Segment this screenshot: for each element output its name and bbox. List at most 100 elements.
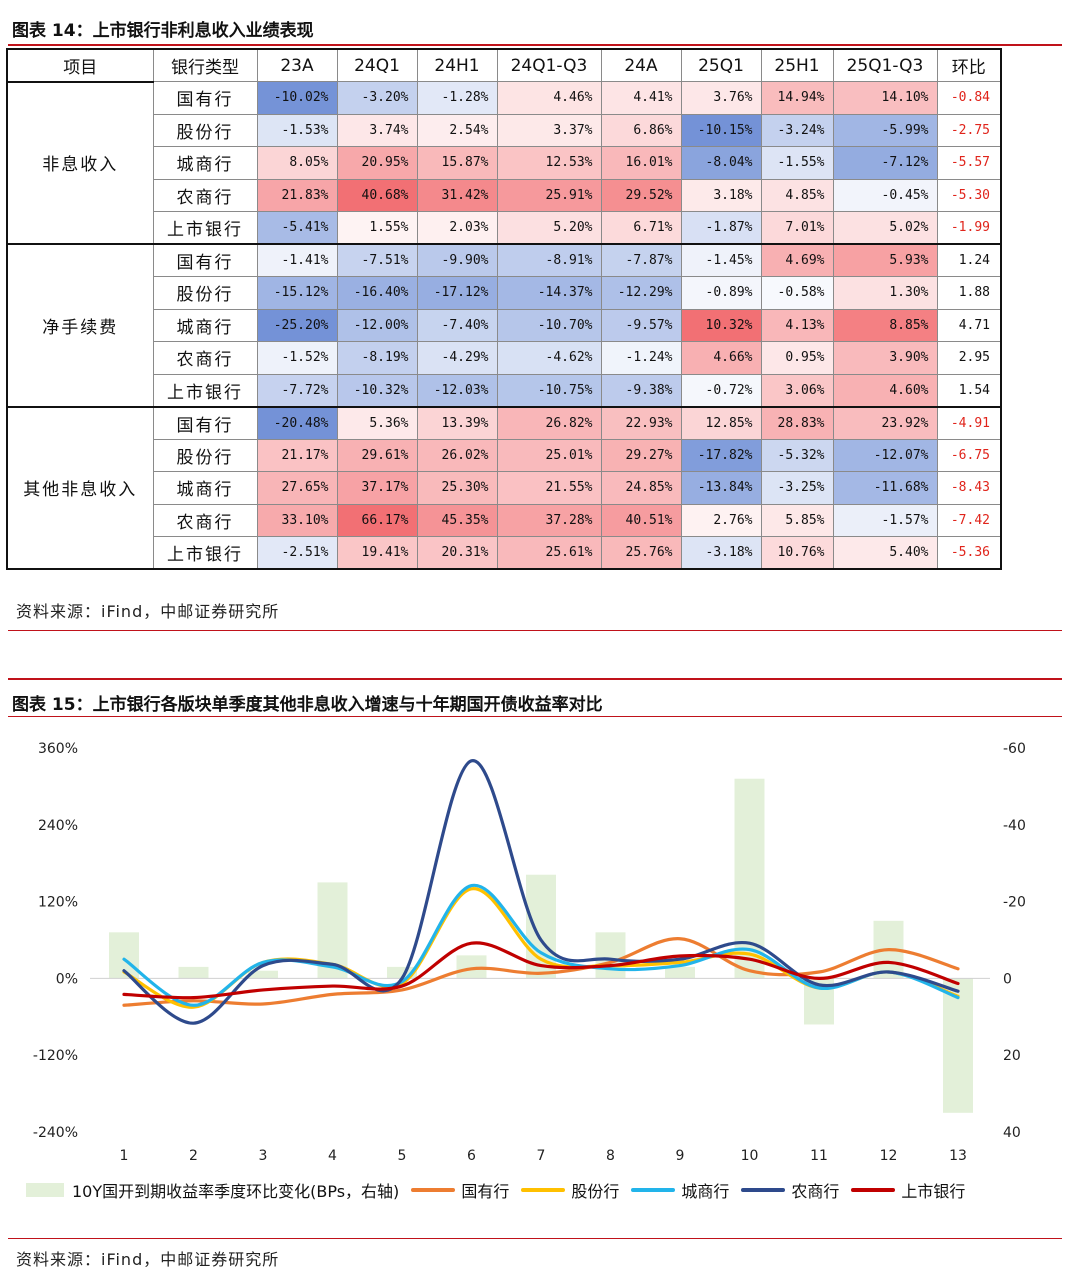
bank-type-cell: 上市银行 [152, 536, 258, 570]
value-cell: -11.68% [832, 471, 938, 505]
figure-15-source: 资料来源：iFind，中邮证券研究所 [16, 1250, 280, 1269]
bank-type-cell: 股份行 [152, 276, 258, 310]
value-cell: 29.52% [600, 178, 682, 212]
value-cell: 40.51% [600, 503, 682, 537]
qoq-cell: -8.43 [936, 471, 1002, 505]
x-tick-label: 9 [676, 1148, 685, 1164]
value-cell: 20.31% [416, 536, 498, 570]
value-cell: -0.58% [760, 276, 834, 310]
legend-swatch-shangshi [851, 1188, 896, 1192]
yield-bar-13 [943, 978, 973, 1113]
bank-type-cell: 城商行 [152, 308, 258, 342]
header-cell-2: 23A [256, 48, 338, 82]
legend-swatch-nongshang [741, 1188, 786, 1192]
value-cell: -7.40% [416, 308, 498, 342]
value-cell: 5.85% [760, 503, 834, 537]
table-row: 城商行 -25.20% -12.00% -7.40% -10.70% -9.57% 10.3… [7, 308, 1002, 342]
value-cell: 4.13% [760, 308, 834, 342]
value-cell: 3.18% [680, 178, 762, 212]
value-cell: 2.76% [680, 503, 762, 537]
value-cell: -1.28% [416, 81, 498, 115]
right-tick-label: 0 [1003, 971, 1012, 987]
title-rule-15 [8, 678, 1062, 680]
value-cell: -10.15% [680, 113, 762, 147]
value-cell: 13.39% [416, 405, 498, 440]
left-tick-label: -120% [33, 1048, 78, 1064]
value-cell: 27.65% [256, 471, 338, 505]
value-cell: 10.76% [760, 536, 834, 570]
value-cell: 37.17% [336, 471, 418, 505]
legend-item-guoyou: 国有行 [411, 1178, 509, 1202]
bank-type-cell: 农商行 [152, 341, 258, 375]
figure-14-source: 资料来源：iFind，中邮证券研究所 [16, 602, 280, 621]
value-cell: 1.55% [336, 211, 418, 245]
legend-swatch-gufen [521, 1188, 566, 1192]
x-tick-label: 4 [328, 1148, 337, 1164]
value-cell: -5.32% [760, 438, 834, 472]
value-cell: -16.40% [336, 276, 418, 310]
value-cell: 40.68% [336, 178, 418, 212]
bank-type-cell: 农商行 [152, 503, 258, 537]
x-tick-label: 6 [467, 1148, 476, 1164]
value-cell: 29.27% [600, 438, 682, 472]
value-cell: -10.02% [256, 81, 338, 115]
yield-bar-2 [178, 966, 209, 979]
value-cell: 7.01% [760, 211, 834, 245]
value-cell: -8.19% [336, 341, 418, 375]
value-cell: -10.75% [496, 373, 602, 407]
legend-item-nongshang: 农商行 [741, 1178, 839, 1202]
value-cell: -9.90% [416, 243, 498, 277]
value-cell: -3.20% [336, 81, 418, 115]
qoq-cell: 1.54 [936, 373, 1002, 407]
table-row: 上市银行 -7.72% -10.32% -12.03% -10.75% -9.38% -0.… [7, 373, 1002, 407]
x-tick-label: 8 [606, 1148, 615, 1164]
value-cell: 28.83% [760, 405, 834, 440]
source-rule [8, 630, 1062, 631]
source-rule-15 [8, 1238, 1062, 1239]
series-line-shangshi [122, 941, 960, 1000]
group-label: 非息收入 [6, 80, 154, 245]
header-cell-3: 24Q1 [336, 48, 418, 82]
value-cell: 5.02% [832, 211, 938, 245]
value-cell: -7.87% [600, 243, 682, 277]
value-cell: 5.40% [832, 536, 938, 570]
series-line-chengshang [122, 883, 960, 1007]
value-cell: 3.74% [336, 113, 418, 147]
figure-14-title: 图表 14：上市银行非利息收入业绩表现 [12, 21, 314, 41]
value-cell: 21.83% [256, 178, 338, 212]
value-cell: 31.42% [416, 178, 498, 212]
header-cell-10: 环比 [936, 48, 1002, 82]
x-tick-label: 5 [398, 1148, 407, 1164]
value-cell: -10.32% [336, 373, 418, 407]
value-cell: 26.82% [496, 405, 602, 440]
series-line-guoyou [122, 937, 960, 1007]
bank-type-cell: 股份行 [152, 438, 258, 472]
table-row: 农商行 21.83% 40.68% 31.42% 25.91% 29.52% 3.18% 4.… [7, 178, 1002, 212]
value-cell: 16.01% [600, 146, 682, 180]
value-cell: -5.41% [256, 211, 338, 245]
qoq-cell: 1.88 [936, 276, 1002, 310]
table-row: 股份行 21.17% 29.61% 26.02% 25.01% 29.27% -17.82%… [7, 438, 1002, 472]
qoq-cell: -5.30 [936, 178, 1002, 212]
table-row: 股份行 -1.53% 3.74% 2.54% 3.37% 6.86% -10.15% -3.2… [7, 113, 1002, 147]
value-cell: -7.51% [336, 243, 418, 277]
yield-bar-7 [526, 874, 556, 979]
header-cell-4: 24H1 [416, 48, 498, 82]
header-cell-0: 项目 [6, 48, 154, 82]
x-tick-label: 7 [537, 1148, 546, 1164]
value-cell: -13.84% [680, 471, 762, 505]
value-cell: 24.85% [600, 471, 682, 505]
bank-type-cell: 股份行 [152, 113, 258, 147]
value-cell: 14.10% [832, 81, 938, 115]
yield-bar-3 [248, 970, 278, 979]
yield-bar-8 [595, 932, 626, 979]
header-cell-6: 24A [600, 48, 682, 82]
performance-table: 项目 银行类型 23A 24Q1 24H1 24Q1-Q3 24A 25Q1 25H1 25Q1-… [6, 48, 1002, 570]
legend-label-nongshang: 农商行 [791, 1182, 840, 1201]
table-row: 股份行 -15.12% -16.40% -17.12% -14.37% -12.29% -0… [7, 276, 1002, 310]
x-tick-label: 1 [120, 1148, 129, 1164]
value-cell: -5.99% [832, 113, 938, 147]
yield-bar-9 [665, 966, 695, 979]
value-cell: 12.85% [680, 405, 762, 440]
value-cell: 5.93% [832, 243, 938, 277]
